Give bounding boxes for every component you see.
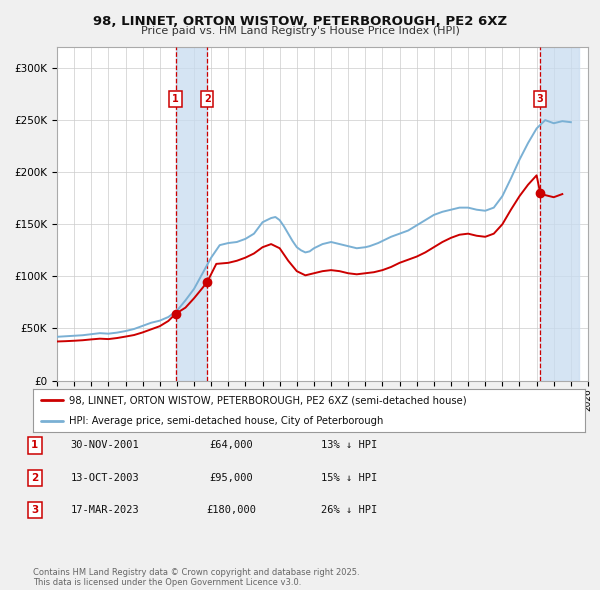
Bar: [540, 47, 580, 381]
Text: Contains HM Land Registry data © Crown copyright and database right 2025.
This d: Contains HM Land Registry data © Crown c…: [33, 568, 359, 587]
Text: 98, LINNET, ORTON WISTOW, PETERBOROUGH, PE2 6XZ (semi-detached house): 98, LINNET, ORTON WISTOW, PETERBOROUGH, …: [69, 395, 467, 405]
Text: £95,000: £95,000: [209, 473, 253, 483]
Text: 13% ↓ HPI: 13% ↓ HPI: [321, 441, 377, 450]
Text: 2: 2: [31, 473, 38, 483]
Text: £64,000: £64,000: [209, 441, 253, 450]
Text: Price paid vs. HM Land Registry's House Price Index (HPI): Price paid vs. HM Land Registry's House …: [140, 26, 460, 35]
Text: 1: 1: [31, 441, 38, 450]
Text: 3: 3: [537, 94, 544, 104]
Text: 17-MAR-2023: 17-MAR-2023: [71, 506, 139, 515]
Text: 98, LINNET, ORTON WISTOW, PETERBOROUGH, PE2 6XZ: 98, LINNET, ORTON WISTOW, PETERBOROUGH, …: [93, 15, 507, 28]
Text: £180,000: £180,000: [206, 506, 256, 515]
Text: 26% ↓ HPI: 26% ↓ HPI: [321, 506, 377, 515]
Text: 15% ↓ HPI: 15% ↓ HPI: [321, 473, 377, 483]
Text: 1: 1: [172, 94, 179, 104]
Text: 3: 3: [31, 506, 38, 515]
Text: 2: 2: [204, 94, 211, 104]
Bar: [176, 47, 208, 381]
Text: 13-OCT-2003: 13-OCT-2003: [71, 473, 139, 483]
Text: 30-NOV-2001: 30-NOV-2001: [71, 441, 139, 450]
Text: HPI: Average price, semi-detached house, City of Peterborough: HPI: Average price, semi-detached house,…: [69, 416, 383, 425]
